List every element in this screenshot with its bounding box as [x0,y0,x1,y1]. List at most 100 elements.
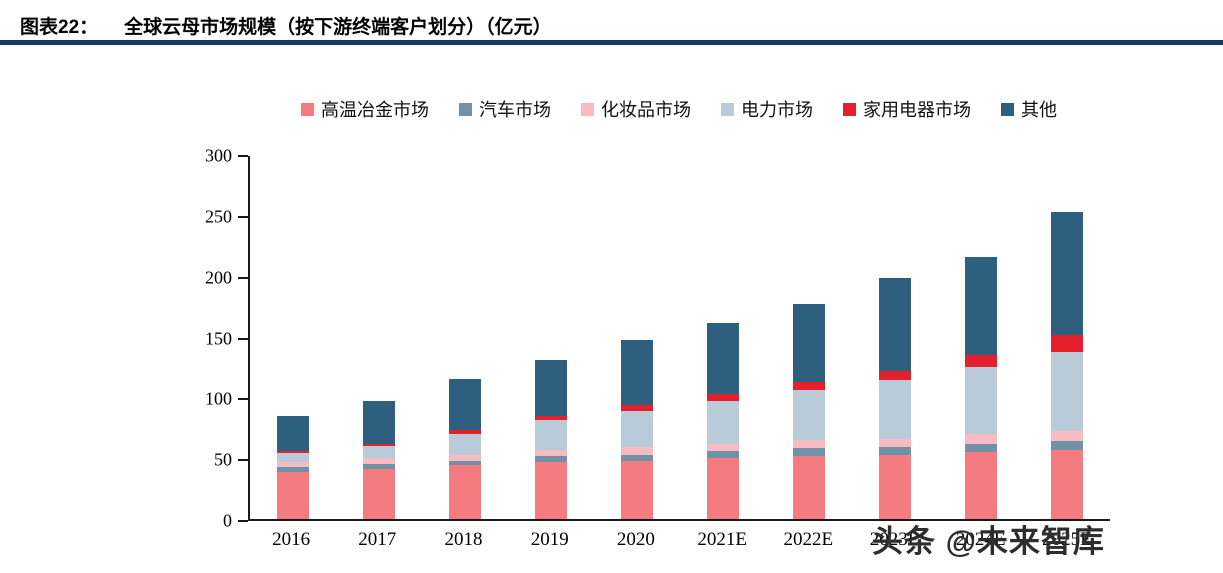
y-axis-tick [238,155,248,157]
stacked-bar [621,340,653,519]
bar-segment [277,466,309,472]
legend-item: 化妆品市场 [581,96,691,122]
bar-segment [363,464,395,470]
legend-label: 家用电器市场 [863,100,971,120]
stacked-bar [879,278,911,519]
bar-column [594,156,680,519]
x-axis-label: 2023E [869,529,920,550]
bar-column [766,156,852,519]
y-axis-ticks [238,155,248,522]
bar-segment [535,415,567,421]
bar-segment [965,443,997,453]
stacked-bar [1051,212,1083,519]
bar-segment [965,257,997,355]
bar-segment [449,460,481,466]
figure-header: 图表22： 全球云母市场规模（按下游终端客户划分）（亿元） [20,12,552,39]
x-axis-label: 2020 [616,529,655,550]
bar-segment [879,438,911,448]
bar-segment [965,433,997,444]
bar-segment [535,420,567,450]
bar-segment [621,340,653,405]
bar-column [336,156,422,519]
bars-row [250,156,1110,519]
legend-label: 其他 [1021,100,1057,120]
stacked-bar [535,359,567,519]
bar-segment [1051,431,1083,442]
legend-item: 汽车市场 [459,96,551,122]
legend-item: 电力市场 [721,96,813,122]
bar-segment [277,461,309,467]
bar-segment [707,393,739,401]
bar-segment [449,465,481,519]
bar-segment [879,454,911,519]
bar-segment [707,458,739,519]
bar-segment [621,454,653,461]
bar-segment [1051,335,1083,353]
y-axis-label: 300 [205,145,232,166]
bar-segment [449,433,481,455]
x-axis-label: 2017 [358,529,397,550]
header-rule [0,40,1223,45]
y-axis-tick [238,520,248,522]
bar-segment [277,453,309,462]
x-axis-labels: 2016 2017 2018 2019 2020 2021E 2022E 2023E 2024E… [248,529,1110,551]
bar-segment [793,439,825,449]
bar-segment [707,450,739,459]
bar-column [852,156,938,519]
bar-segment [449,454,481,461]
bar-segment [621,410,653,448]
bar-segment [879,447,911,455]
y-axis-label: 200 [205,267,232,288]
legend-label: 化妆品市场 [601,100,691,120]
legend-item: 家用电器市场 [843,96,971,122]
bar-segment [1051,449,1083,519]
bar-segment [793,303,825,382]
bar-column [508,156,594,519]
bar-segment [535,359,567,416]
bar-segment [879,380,911,439]
y-axis-tick [238,215,248,218]
bar-segment [363,443,395,447]
bar-segment [535,461,567,519]
y-axis-tick [238,459,248,462]
bar-segment [621,460,653,519]
figure-number-label: 图表22： [20,17,99,38]
bar-segment [449,379,481,431]
y-axis-tick [238,398,248,401]
legend-swatch [301,102,314,116]
legend-swatch [721,102,734,116]
legend-swatch [459,102,472,116]
legend-label: 电力市场 [741,100,813,120]
x-axis-label: 2016 [272,529,311,550]
stacked-bar [363,401,395,519]
bar-segment [277,450,309,454]
stacked-bar [965,257,997,519]
bar-segment [707,401,739,444]
stacked-bar [277,415,309,519]
x-axis-label: 2021E [697,529,747,550]
bar-segment [793,455,825,519]
bar-column [1024,156,1110,519]
y-axis-label: 50 [214,449,232,470]
y-axis-tick [238,337,248,340]
x-axis-label: 2019 [530,529,569,550]
bar-segment [1051,441,1083,450]
y-axis-labels: 0 50 100 150 200 250 300 [140,146,232,531]
figure-title: 全球云母市场规模（按下游终端客户划分）（亿元） [124,17,552,38]
legend: 高温冶金市场 汽车市场 化妆品市场 电力市场 家用电器市场 其他 [248,96,1110,122]
bar-segment [363,401,395,444]
bar-segment [535,455,567,462]
bar-column [680,156,766,519]
bar-segment [621,447,653,455]
bar-segment [793,448,825,456]
bar-segment [965,366,997,434]
bar-segment [1051,212,1083,336]
x-axis-label: 2024E [955,529,1006,550]
legend-swatch [581,102,594,116]
bar-column [422,156,508,519]
legend-swatch [843,102,856,116]
bar-segment [621,404,653,411]
stacked-bar [449,379,481,519]
